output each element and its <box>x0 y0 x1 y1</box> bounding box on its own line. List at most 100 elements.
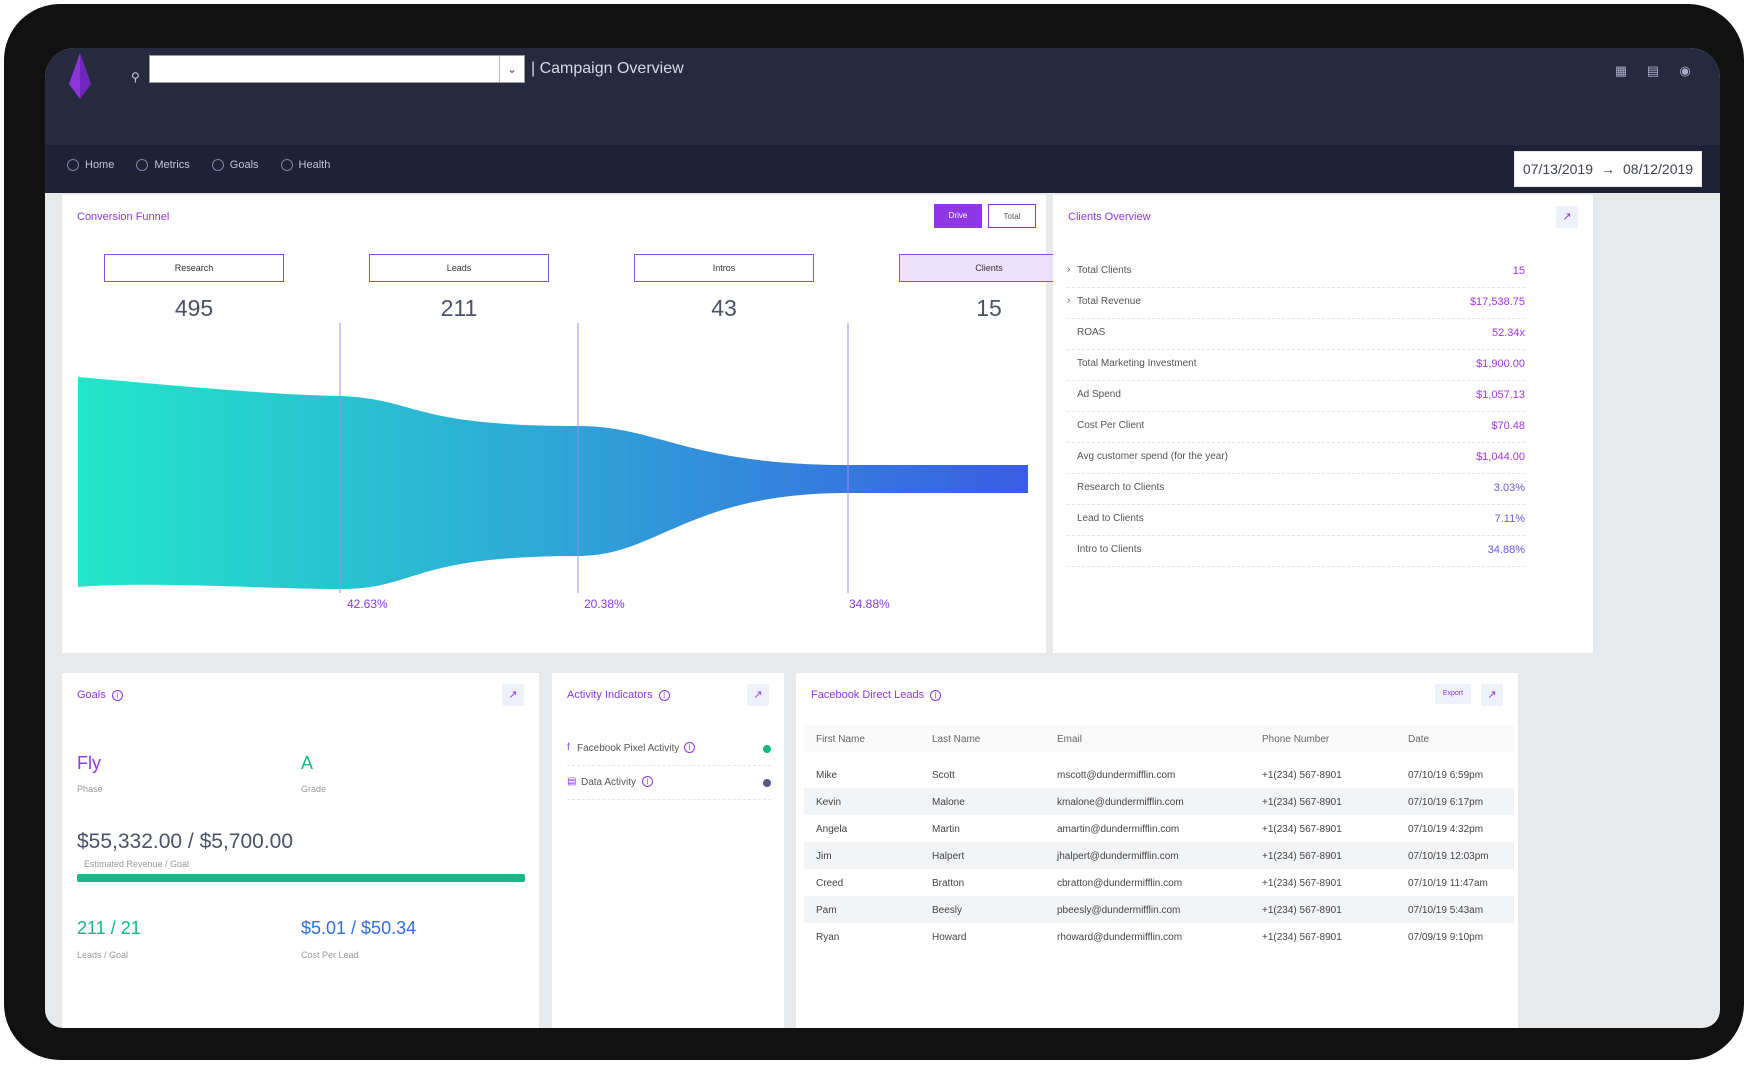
table-cell: +1(234) 567-8901 <box>1262 797 1342 808</box>
overview-label: Avg customer spend (for the year) <box>1077 451 1228 462</box>
table-cell: 07/10/19 11:47am <box>1408 878 1488 889</box>
phase-label: Phase <box>77 784 103 794</box>
table-cell: Malone <box>932 797 965 808</box>
total-toggle[interactable]: Total <box>988 204 1036 228</box>
stage-research[interactable]: Research <box>104 254 284 282</box>
overview-label: Total Clients <box>1077 265 1132 276</box>
table-cell: Mike <box>816 770 838 781</box>
table-cell: Beesly <box>932 905 963 916</box>
overview-row: Research to Clients 3.03% <box>1067 474 1525 505</box>
table-cell: mscott@dundermifflin.com <box>1057 770 1176 781</box>
nav-home[interactable]: Home <box>67 159 114 171</box>
overview-row: Avg customer spend (for the year) $1,044… <box>1067 443 1525 474</box>
home-icon <box>67 159 79 171</box>
table-cell: Angela <box>816 824 848 835</box>
table-cell: Bratton <box>932 878 965 889</box>
activity-row: ▤ Data Activity i <box>567 766 771 800</box>
user-icon[interactable]: ◉ <box>1679 63 1691 78</box>
table-cell: Howard <box>932 932 967 943</box>
logo-icon <box>69 53 91 99</box>
clipboard-icon[interactable]: ▤ <box>1646 63 1660 78</box>
conversion-funnel-chart <box>78 323 1028 593</box>
table-header-cell: First Name <box>816 734 865 745</box>
table-cell: Halpert <box>932 851 965 862</box>
table-cell: +1(234) 567-8901 <box>1262 905 1342 916</box>
nav-metrics[interactable]: Metrics <box>136 159 190 171</box>
overview-label: Research to Clients <box>1077 482 1165 493</box>
edit-icon[interactable]: ↗ <box>502 684 524 706</box>
table-cell: +1(234) 567-8901 <box>1262 851 1342 862</box>
table-cell: rhoward@dundermifflin.com <box>1057 932 1183 943</box>
search-input[interactable]: ⌄ <box>149 55 525 83</box>
export-button[interactable]: Export <box>1435 684 1471 704</box>
card-title: Activity Indicators i <box>567 689 670 701</box>
goals-card: Goals i ↗ Fly Phase A Grade $55,332.00 / … <box>62 673 539 1028</box>
table-cell: +1(234) 567-8901 <box>1262 878 1342 889</box>
info-icon[interactable]: i <box>658 690 670 701</box>
nav-label: Health <box>298 159 331 171</box>
info-icon[interactable]: i <box>642 776 653 787</box>
table-row[interactable]: Creed Bratton cbratton@dundermifflin.com… <box>804 869 1514 896</box>
search-icon: ⚲ <box>131 70 140 84</box>
table-row[interactable]: Kevin Malone kmalone@dundermifflin.com +… <box>804 788 1514 815</box>
facebook-icon: f <box>567 742 570 753</box>
table-row[interactable]: Jim Halpert jhalpert@dundermifflin.com +… <box>804 842 1514 869</box>
clients-count: 15 <box>976 295 1002 321</box>
nav-goals[interactable]: Goals <box>211 159 259 171</box>
overview-row[interactable]: › Total Revenue $17,538.75 <box>1067 288 1525 319</box>
info-icon[interactable]: i <box>684 742 695 753</box>
table-cell: +1(234) 567-8901 <box>1262 932 1342 943</box>
start-date: 07/13/2019 <box>1522 161 1593 177</box>
overview-row[interactable]: › Total Clients 15 <box>1067 257 1525 288</box>
app-screen: ⚲ ⌄ | Campaign Overview ▦ ▤ ◉ Home Metri… <box>45 48 1720 1028</box>
tablet-frame: ⚲ ⌄ | Campaign Overview ▦ ▤ ◉ Home Metri… <box>4 4 1744 1060</box>
table-row[interactable]: Mike Scott mscott@dundermifflin.com +1(2… <box>804 761 1514 788</box>
table-cell: Jim <box>816 851 832 862</box>
table-row[interactable]: Ryan Howard rhoward@dundermifflin.com +1… <box>804 923 1514 950</box>
table-row[interactable]: Pam Beesly pbeesly@dundermifflin.com +1(… <box>804 896 1514 923</box>
drive-toggle[interactable]: Drive <box>934 204 982 228</box>
table-cell: Pam <box>816 905 837 916</box>
end-date: 08/12/2019 <box>1623 161 1694 177</box>
activity-label: Facebook Pixel Activity <box>577 743 680 754</box>
phase-value: Fly <box>77 753 101 773</box>
info-icon[interactable]: i <box>930 690 942 701</box>
table-header-cell: Email <box>1057 734 1083 745</box>
activity-row: f Facebook Pixel Activity i <box>567 732 771 766</box>
overview-value: 3.03% <box>1493 482 1525 494</box>
overview-label: ROAS <box>1077 327 1106 338</box>
stage-intros[interactable]: Intros <box>634 254 814 282</box>
stage-clients[interactable]: Clients <box>899 254 1079 282</box>
chevron-down-icon[interactable]: ⌄ <box>499 56 524 82</box>
goals-icon <box>211 159 224 171</box>
dashboard-icon[interactable]: ▦ <box>1614 63 1628 78</box>
grade-value: A <box>301 753 314 773</box>
leads-goal-label: Leads / Goal <box>77 950 129 960</box>
status-dot <box>763 745 771 753</box>
overview-label: Intro to Clients <box>1077 544 1142 555</box>
revenue-progress-bar <box>77 874 525 882</box>
info-icon[interactable]: i <box>111 690 123 701</box>
navigation-bar: Home Metrics Goals Health 07/13/2019 → 0… <box>45 145 1720 193</box>
table-cell: 07/10/19 12:03pm <box>1408 851 1489 862</box>
edit-icon[interactable]: ↗ <box>747 684 769 706</box>
overview-row: Lead to Clients 7.11% <box>1067 505 1525 536</box>
conversion-funnel-card: Conversion Funnel Drive Total Research L… <box>62 195 1079 653</box>
table-cell: Martin <box>932 824 960 835</box>
research-count: 495 <box>174 295 214 321</box>
nav-health[interactable]: Health <box>280 159 331 171</box>
health-icon <box>280 159 293 171</box>
edit-icon[interactable]: ↗ <box>1481 684 1503 706</box>
edit-icon[interactable]: ↗ <box>1556 206 1578 228</box>
leads-goal-value: 211 / 21 <box>77 918 141 938</box>
date-range-picker[interactable]: 07/13/2019 → 08/12/2019 <box>1514 151 1702 187</box>
research-to-leads-percent: 42.63% <box>347 597 388 611</box>
overview-row: ROAS 52.34x <box>1067 319 1525 350</box>
table-row[interactable]: Angela Martin amartin@dundermifflin.com … <box>804 815 1514 842</box>
table-cell: +1(234) 567-8901 <box>1262 824 1342 835</box>
nav-label: Goals <box>229 159 259 171</box>
top-bar: ⚲ ⌄ | Campaign Overview ▦ ▤ ◉ <box>45 48 1720 145</box>
nav-label: Home <box>85 159 115 171</box>
stage-leads[interactable]: Leads <box>369 254 549 282</box>
status-dot <box>763 779 771 787</box>
